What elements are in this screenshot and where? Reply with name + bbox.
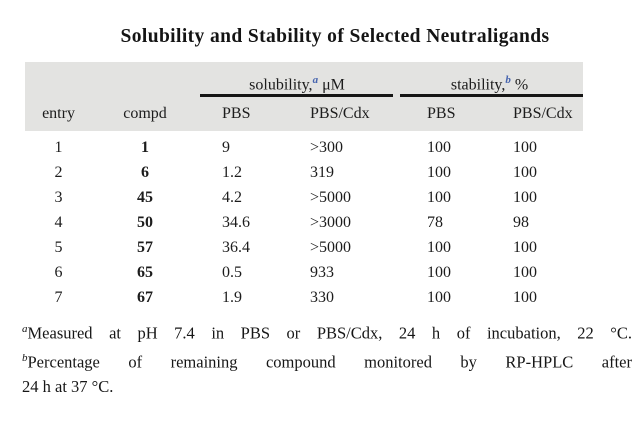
cell-entry: 5 — [54, 238, 63, 256]
footnote-b-line2: 24 h at 37 °C. — [22, 377, 114, 396]
footnote-a-marker: a — [22, 323, 28, 335]
cell-stab-pbscdx: 100 — [513, 163, 538, 181]
footnote-b-text-line1: Percentage of remaining compound monitor… — [27, 352, 633, 371]
cell-sol-pbs: 0.5 — [222, 263, 242, 281]
cell-stab-pbs: 100 — [427, 238, 452, 256]
footnote-marker-b: b — [505, 74, 511, 86]
cell-compd: 67 — [137, 288, 153, 306]
column-header-row: entry compd PBS PBS/Cdx PBS PBS/Cdx — [25, 97, 583, 131]
table-body: 1 1 9 >300 100 100 2 6 1.2 319 100 100 3 45 4.2 >5000 10… — [25, 131, 583, 310]
cell-stab-pbscdx: 100 — [513, 288, 538, 306]
cell-entry: 1 — [54, 138, 63, 156]
cell-compd: 45 — [137, 188, 153, 206]
stability-group-rule — [400, 94, 584, 97]
footnote-b-marker: b — [22, 351, 28, 364]
footnote-a-text: Measured at pH 7.4 in PBS or PBS/Cdx, 24… — [27, 323, 633, 343]
table-row: 3 45 4.2 >5000 100 100 — [25, 185, 583, 210]
cell-compd: 65 — [137, 263, 153, 281]
cell-sol-pbscdx: >5000 — [310, 238, 352, 256]
cell-sol-pbscdx: 933 — [310, 263, 334, 281]
column-header-sol-pbs: PBS — [222, 105, 251, 122]
cell-sol-pbscdx: 330 — [310, 288, 334, 306]
cell-stab-pbscdx: 100 — [513, 188, 538, 206]
footnote-a: aMeasured at pH 7.4 in PBS or PBS/Cdx, 2… — [22, 317, 632, 346]
data-table: solubility,a μM stability,b % entry comp… — [25, 62, 584, 310]
cell-stab-pbs: 78 — [427, 213, 444, 231]
column-header-stab-pbs: PBS — [427, 105, 456, 122]
cell-sol-pbs: 9 — [222, 138, 230, 156]
footnote-b-line1: bPercentage of remaining compound monito… — [22, 346, 632, 375]
cell-stab-pbscdx: 100 — [513, 238, 538, 256]
cell-compd: 6 — [141, 163, 149, 181]
cell-stab-pbscdx: 98 — [513, 213, 530, 231]
column-header-entry: entry — [42, 105, 75, 122]
cell-sol-pbs: 34.6 — [222, 213, 250, 231]
cell-compd: 57 — [137, 238, 153, 256]
group-header-solubility: solubility,a μM — [198, 62, 396, 97]
cell-compd: 1 — [141, 138, 149, 156]
cell-entry: 3 — [54, 188, 63, 206]
cell-entry: 7 — [54, 288, 63, 306]
table-row: 1 1 9 >300 100 100 — [25, 131, 583, 160]
cell-sol-pbscdx: >3000 — [310, 213, 352, 231]
stability-group-label: stability,b % — [450, 74, 529, 94]
cell-sol-pbs: 1.2 — [222, 163, 242, 181]
cell-entry: 4 — [54, 213, 63, 231]
cell-stab-pbs: 100 — [427, 138, 452, 156]
table-row: 2 6 1.2 319 100 100 — [25, 160, 583, 185]
solubility-group-rule — [200, 94, 394, 97]
cell-compd: 50 — [137, 213, 153, 231]
cell-sol-pbs: 1.9 — [222, 288, 242, 306]
cell-stab-pbscdx: 100 — [513, 138, 538, 156]
cell-stab-pbs: 100 — [427, 263, 452, 281]
cell-entry: 6 — [54, 263, 63, 281]
table-row: 4 50 34.6 >3000 78 98 — [25, 210, 583, 235]
group-header-row: solubility,a μM stability,b % — [25, 62, 584, 97]
column-header-stab-pbscdx: PBS/Cdx — [513, 105, 573, 122]
table-row: 6 65 0.5 933 100 100 — [25, 260, 583, 285]
cell-stab-pbs: 100 — [427, 288, 452, 306]
cell-sol-pbs: 4.2 — [222, 188, 242, 206]
table-row: 7 67 1.9 330 100 100 — [25, 285, 583, 310]
footnotes: aMeasured at pH 7.4 in PBS or PBS/Cdx, 2… — [22, 317, 632, 399]
group-header-stability: stability,b % — [396, 62, 584, 97]
footnote-marker-a: a — [312, 74, 319, 86]
group-header-spacer — [25, 62, 198, 97]
cell-sol-pbscdx: >300 — [310, 138, 344, 156]
table-title: Solubility and Stability of Selected Neu… — [120, 26, 550, 47]
column-header-compd: compd — [123, 105, 167, 122]
column-header-sol-pbscdx: PBS/Cdx — [310, 105, 370, 122]
cell-entry: 2 — [54, 163, 63, 181]
cell-stab-pbscdx: 100 — [513, 263, 538, 281]
solubility-group-label: solubility,a μM — [249, 74, 345, 94]
cell-sol-pbs: 36.4 — [222, 238, 250, 256]
cell-sol-pbscdx: 319 — [310, 163, 334, 181]
table-header: solubility,a μM stability,b % entry comp… — [25, 62, 584, 131]
table-row: 5 57 36.4 >5000 100 100 — [25, 235, 583, 260]
cell-stab-pbs: 100 — [427, 188, 452, 206]
cell-sol-pbscdx: >5000 — [310, 188, 352, 206]
cell-stab-pbs: 100 — [427, 163, 452, 181]
